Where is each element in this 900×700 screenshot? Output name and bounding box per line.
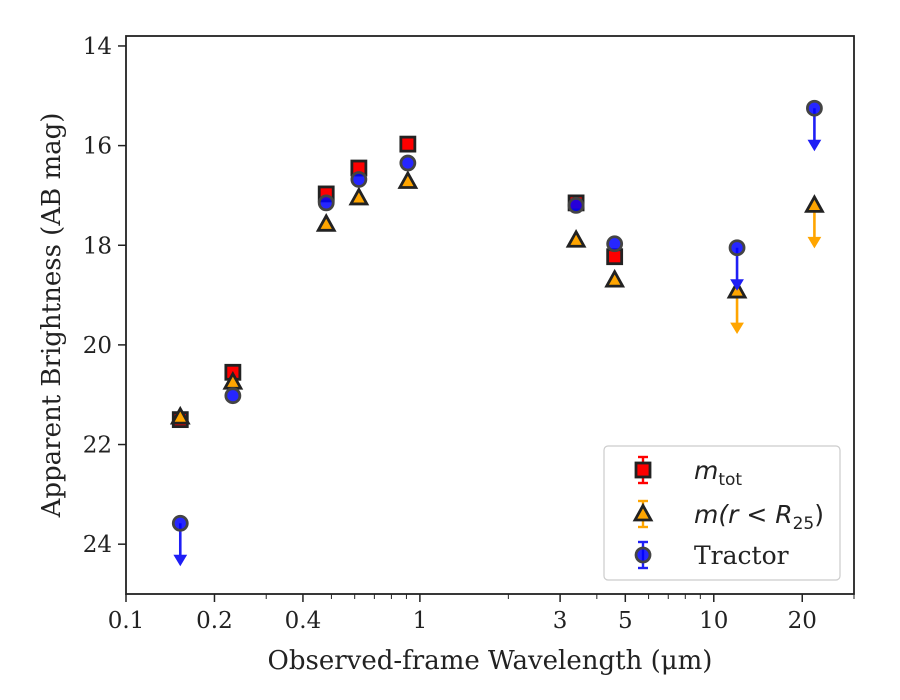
y-tick-label: 16 bbox=[83, 134, 112, 160]
upper-limit-arrow bbox=[807, 236, 822, 249]
legend-label: mtot bbox=[694, 456, 742, 490]
x-tick-label: 5 bbox=[618, 608, 633, 634]
tractor-point bbox=[350, 171, 368, 188]
plot-frame bbox=[125, 35, 855, 595]
y-tick-label: 14 bbox=[83, 34, 112, 60]
x-tick-label: 1 bbox=[413, 608, 428, 634]
legend-box bbox=[603, 445, 841, 581]
y-tick-label: 22 bbox=[83, 433, 112, 459]
upper-limit-arrow bbox=[730, 322, 744, 335]
y-tick-label: 20 bbox=[83, 333, 112, 359]
x-tick-label: 0.1 bbox=[108, 608, 145, 634]
tractor-point bbox=[567, 196, 585, 214]
mr25-point bbox=[804, 194, 825, 213]
tractor-point bbox=[171, 514, 189, 532]
mr25-point bbox=[565, 228, 587, 248]
legend-marker bbox=[632, 502, 654, 522]
axis-ticks: 0.1 0.2 0.4 1 3 5 10 20 14 16 18 20 22 24 bbox=[83, 34, 855, 634]
mr25-point bbox=[348, 186, 370, 206]
mtot-point bbox=[399, 135, 417, 153]
mr25-point bbox=[604, 268, 626, 288]
x-tick-label: 20 bbox=[788, 608, 817, 634]
legend: mtot m(r < R25) Tractor bbox=[603, 445, 841, 581]
tractor-point bbox=[728, 239, 746, 257]
mr25-point bbox=[315, 213, 337, 232]
legend-label: m(r < R25) bbox=[694, 500, 824, 534]
x-tick-label: 0.2 bbox=[196, 608, 233, 634]
x-tick-label: 3 bbox=[553, 608, 568, 634]
x-tick-label: 10 bbox=[699, 608, 728, 634]
tractor-point bbox=[224, 387, 242, 405]
upper-limit-arrow bbox=[807, 139, 822, 152]
upper-limit-arrow bbox=[730, 279, 744, 291]
y-tick-label: 24 bbox=[83, 532, 112, 558]
x-axis-label: Observed-frame Wavelength (μm) bbox=[268, 646, 713, 676]
x-tick-label: 0.4 bbox=[285, 608, 322, 634]
mr25-point bbox=[169, 405, 191, 425]
y-axis-label: Apparent Brightness (AB mag) bbox=[37, 113, 67, 519]
legend-marker bbox=[634, 546, 652, 564]
legend-marker bbox=[634, 461, 652, 479]
tractor-point bbox=[399, 154, 417, 172]
legend-label: Tractor bbox=[694, 541, 789, 570]
y-tick-label: 18 bbox=[83, 233, 112, 259]
mr25-point bbox=[397, 170, 419, 189]
tractor-point bbox=[317, 194, 335, 212]
tractor-point bbox=[606, 235, 624, 253]
data-points bbox=[169, 99, 825, 567]
tractor-point bbox=[806, 99, 823, 117]
upper-limit-arrow bbox=[173, 554, 188, 567]
